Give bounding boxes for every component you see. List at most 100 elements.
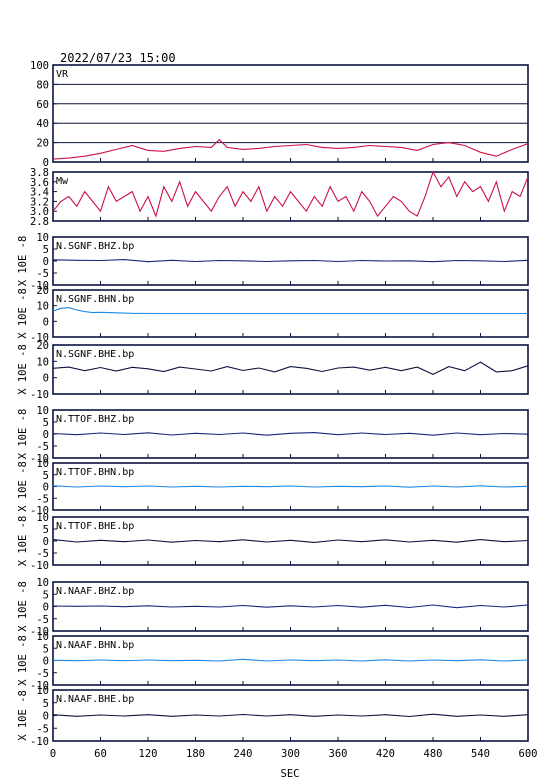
trace-n-naaf-bhe-bp [52,713,529,718]
y-axis-label: X 10E -8 [17,344,29,395]
y-tick-label: 80 [36,79,49,91]
trace-n-naaf-bhn-bp [52,658,529,662]
y-tick-label: -10 [30,626,49,638]
x-tick-label: 300 [281,748,300,760]
panel-4: 20 10 0 -10X 10E -8 N.SGNF.BHN.bp [17,285,529,344]
y-tick-label: 10 [36,512,49,524]
y-tick-label: 60 [36,99,49,111]
y-tick-label: -5 [36,614,49,626]
x-tick-label: 480 [424,748,443,760]
y-axis-label: X 10E -8 [17,409,29,460]
y-tick-label: -5 [36,493,49,505]
y-axis-label: X 10E -8 [17,581,29,632]
y-tick-label: 0 [43,536,49,548]
x-tick-label: 0 [50,748,56,760]
y-tick-label: -5 [36,548,49,560]
y-tick-label: 5 [43,524,49,536]
y-tick-label: 3.8 [30,167,49,179]
y-tick-label: 0 [43,602,49,614]
y-tick-label: 10 [36,301,49,313]
trace-n-naaf-bhz-bp [52,604,529,609]
y-tick-label: 5 [43,698,49,710]
y-tick-label: -5 [36,441,49,453]
timestamp-title: 2022/07/23 15:00 [60,51,176,65]
x-axis-label: SEC [281,768,300,780]
trace-n-ttof-bhn-bp [52,485,529,488]
y-tick-label: 0 [43,256,49,268]
y-tick-label: 0 [43,656,49,668]
panel-label: N.TTOF.BHN.bp [56,467,134,478]
y-tick-label: -10 [30,736,49,748]
y-tick-label: 0 [43,711,49,723]
trace-n-sgnf-bhn-bp [52,307,528,315]
y-tick-label: 2.8 [30,216,49,228]
y-axis-label: X 10E -8 [17,690,29,741]
y-tick-label: -10 [30,453,49,465]
trace-n-sgnf-bhe-bp [52,361,529,376]
y-axis-label: X 10E -8 [17,635,29,686]
y-tick-label: 100 [30,60,49,72]
x-tick-label: 60 [94,748,107,760]
panel-label: N.NAAF.BHZ.bp [56,586,134,597]
y-tick-label: 20 [36,285,49,297]
y-tick-label: -10 [30,389,49,401]
x-tick-label: 180 [186,748,205,760]
y-tick-label: -5 [36,268,49,280]
y-axis-label: X 10E -8 [17,288,29,339]
panel-label: N.SGNF.BHZ.bp [56,241,134,252]
x-tick-label: 120 [139,748,158,760]
y-tick-label: 10 [36,232,49,244]
y-tick-label: 0 [43,373,49,385]
y-tick-label: 10 [36,356,49,368]
panel-label: N.NAAF.BHE.bp [56,694,134,705]
y-tick-label: 10 [36,405,49,417]
y-tick-label: -5 [36,668,49,680]
panel-2: 3.83.63.43.23.02.8 Mw [30,167,529,228]
panel-label: N.SGNF.BHE.bp [56,349,134,360]
y-tick-label: -10 [30,560,49,572]
y-tick-label: 0 [43,429,49,441]
y-tick-label: 20 [36,138,49,150]
x-tick-label: 540 [471,748,490,760]
panel-label: Mw [56,176,69,187]
panel-label: N.TTOF.BHZ.bp [56,414,134,425]
y-tick-label: -10 [30,280,49,292]
y-tick-label: -10 [30,332,49,344]
y-tick-label: 40 [36,118,49,130]
x-tick-label: 600 [519,748,538,760]
panel-label: N.NAAF.BHN.bp [56,640,134,651]
y-tick-label: 3.0 [30,206,49,218]
x-tick-label: 420 [376,748,395,760]
y-tick-label: 5 [43,589,49,601]
panel-1: 100 80 60 40 20 0 VR [30,60,529,169]
y-tick-label: 10 [36,631,49,643]
panel-label: N.TTOF.BHE.bp [56,521,134,532]
y-tick-label: 10 [36,577,49,589]
panel-label: VR [56,69,69,80]
trace-mw [52,170,529,218]
y-tick-label: -10 [30,680,49,692]
x-tick-label: 360 [329,748,348,760]
panel-label: N.SGNF.BHN.bp [56,294,134,305]
panel-5: 20 10 0 -10X 10E -8 N.SGNF.BHE.bp [17,340,529,401]
y-axis-label: X 10E -8 [17,461,29,512]
trace-n-ttof-bhz-bp [52,432,529,436]
y-tick-label: 3.6 [30,177,49,189]
y-tick-label: 3.4 [30,187,49,199]
trace-vr [52,138,529,160]
y-tick-label: 0 [43,157,49,169]
y-tick-label: 3.2 [30,196,49,208]
y-tick-label: 0 [43,482,49,494]
y-tick-label: 5 [43,244,49,256]
y-tick-label: 0 [43,316,49,328]
y-tick-label: 5 [43,643,49,655]
y-axis-label: X 10E -8 [17,516,29,567]
